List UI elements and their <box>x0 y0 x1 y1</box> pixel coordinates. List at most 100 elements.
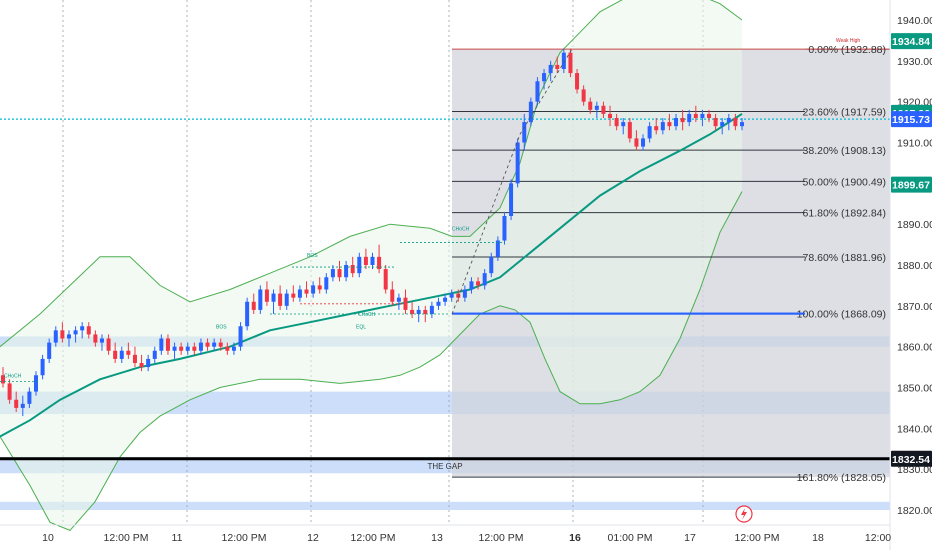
candle-body <box>53 330 58 343</box>
candle-body <box>713 118 718 127</box>
candle-body <box>469 281 474 290</box>
time-tick-label: 12:00 <box>865 532 891 544</box>
candle-body <box>581 89 586 102</box>
candle-body <box>152 350 157 359</box>
candle-body <box>667 122 672 127</box>
price-tick-label: 1870.00 <box>897 301 932 313</box>
candle-body <box>641 138 646 147</box>
time-tick-label: 13 <box>431 532 443 544</box>
candle-body <box>218 342 223 347</box>
price-tick-label: 1930.00 <box>897 56 932 68</box>
candle-body <box>139 363 144 368</box>
ema-layer <box>0 113 743 438</box>
price-tick-label: 1860.00 <box>897 342 932 354</box>
price-tick-label: 1840.00 <box>897 423 932 435</box>
candle-body <box>344 265 349 278</box>
candle-body <box>528 101 533 123</box>
candle-body <box>396 297 401 302</box>
candle-body <box>179 346 184 351</box>
candle-body <box>80 326 85 331</box>
candle-body <box>363 256 368 265</box>
candle-body <box>476 281 481 286</box>
candle-body <box>40 358 45 376</box>
candle-body <box>7 383 12 400</box>
candle-body <box>568 52 573 74</box>
candle-body <box>205 342 210 347</box>
candle-body <box>231 346 236 351</box>
time-tick-label: 12:00 PM <box>479 532 524 544</box>
candle-body <box>548 64 553 74</box>
candle-body <box>113 350 118 359</box>
time-axis: 10 12:00 PM 11 12:00 PM 12 12:00 PM 13 12:00 PM… <box>42 532 891 544</box>
fib-level-label: 23.60% (1917.59) <box>803 107 886 119</box>
time-tick-label: 11 <box>172 532 183 544</box>
candle-body <box>324 277 329 290</box>
lightning-icon[interactable] <box>735 505 753 523</box>
candle-body <box>370 256 375 265</box>
candle-body <box>304 289 309 294</box>
price-tag <box>891 450 932 467</box>
price-tag-label: 1899.67 <box>892 180 930 192</box>
structure-label: CHoCH <box>358 312 376 318</box>
price-tick-label: 1830.00 <box>897 464 932 476</box>
envelope-fill <box>0 0 742 531</box>
candle-body <box>284 293 289 306</box>
candle-body <box>212 342 217 347</box>
candle-body <box>14 399 19 408</box>
candle-body <box>238 326 243 347</box>
candle-body <box>429 305 434 314</box>
candle-body <box>119 350 124 359</box>
price-tick-label: 1910.00 <box>897 138 932 150</box>
candle-body <box>390 289 395 302</box>
candles-layer <box>1 48 744 417</box>
candle-body <box>608 113 613 118</box>
candle-body <box>707 113 712 118</box>
candle-body <box>47 342 52 359</box>
candle-body <box>60 330 65 339</box>
time-tick-label: 10 <box>42 532 54 544</box>
candle-body <box>601 105 606 114</box>
candle-body <box>410 309 415 314</box>
candle-body <box>245 301 250 327</box>
price-tick-label: 1850.00 <box>897 383 932 395</box>
candle-body <box>264 289 269 302</box>
candle-body <box>159 338 164 351</box>
candle-body <box>99 338 104 343</box>
candle-body <box>515 142 520 184</box>
candle-body <box>357 256 362 274</box>
candle-body <box>674 118 679 127</box>
candle-body <box>680 118 685 123</box>
gap-label: THE GAP <box>427 462 462 471</box>
candle-body <box>297 289 302 298</box>
candle-body <box>594 105 599 110</box>
structure-label: CHoCH <box>4 373 22 379</box>
candle-body <box>192 346 197 351</box>
candle-body <box>482 273 487 286</box>
price-tick-label: 1890.00 <box>897 219 932 231</box>
candle-body <box>542 73 547 82</box>
candle-body <box>588 101 593 110</box>
candle-body <box>311 285 316 294</box>
candle-body <box>337 269 342 278</box>
candle-body <box>726 118 731 123</box>
price-axis: 1820.00 1830.00 1840.00 1850.00 1860.00 1870.… <box>897 15 932 517</box>
ema-line <box>0 113 743 438</box>
time-tick-label: 12:00 PM <box>735 532 780 544</box>
price-tag <box>891 111 932 128</box>
fib-trend-line <box>451 48 573 315</box>
candle-body <box>561 52 566 69</box>
candle-body <box>495 240 500 257</box>
envelope-layer <box>0 0 743 531</box>
candle-body <box>93 334 98 343</box>
time-tick-label: 17 <box>684 532 696 544</box>
candle-body <box>33 375 38 392</box>
fib-level-label: 100.00% (1868.09) <box>797 309 886 321</box>
candle-body <box>132 354 137 363</box>
candle-body <box>509 183 514 216</box>
candle-body <box>654 126 659 131</box>
candle-body <box>258 289 263 310</box>
candle-body <box>693 113 698 118</box>
candle-body <box>198 342 203 351</box>
